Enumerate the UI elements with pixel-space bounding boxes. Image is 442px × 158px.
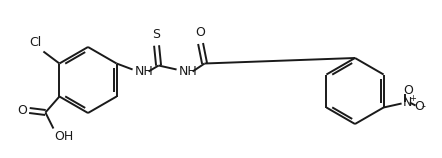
Text: S: S — [152, 27, 160, 40]
Text: +: + — [410, 94, 416, 103]
Text: OH: OH — [54, 131, 74, 143]
Text: O: O — [18, 104, 27, 117]
Text: NH: NH — [134, 65, 153, 78]
Text: N: N — [403, 96, 412, 109]
Text: O: O — [404, 84, 413, 97]
Text: NH: NH — [179, 65, 197, 78]
Text: -: - — [422, 101, 426, 112]
Text: O: O — [196, 27, 206, 40]
Text: Cl: Cl — [29, 36, 42, 49]
Text: O: O — [415, 100, 424, 113]
